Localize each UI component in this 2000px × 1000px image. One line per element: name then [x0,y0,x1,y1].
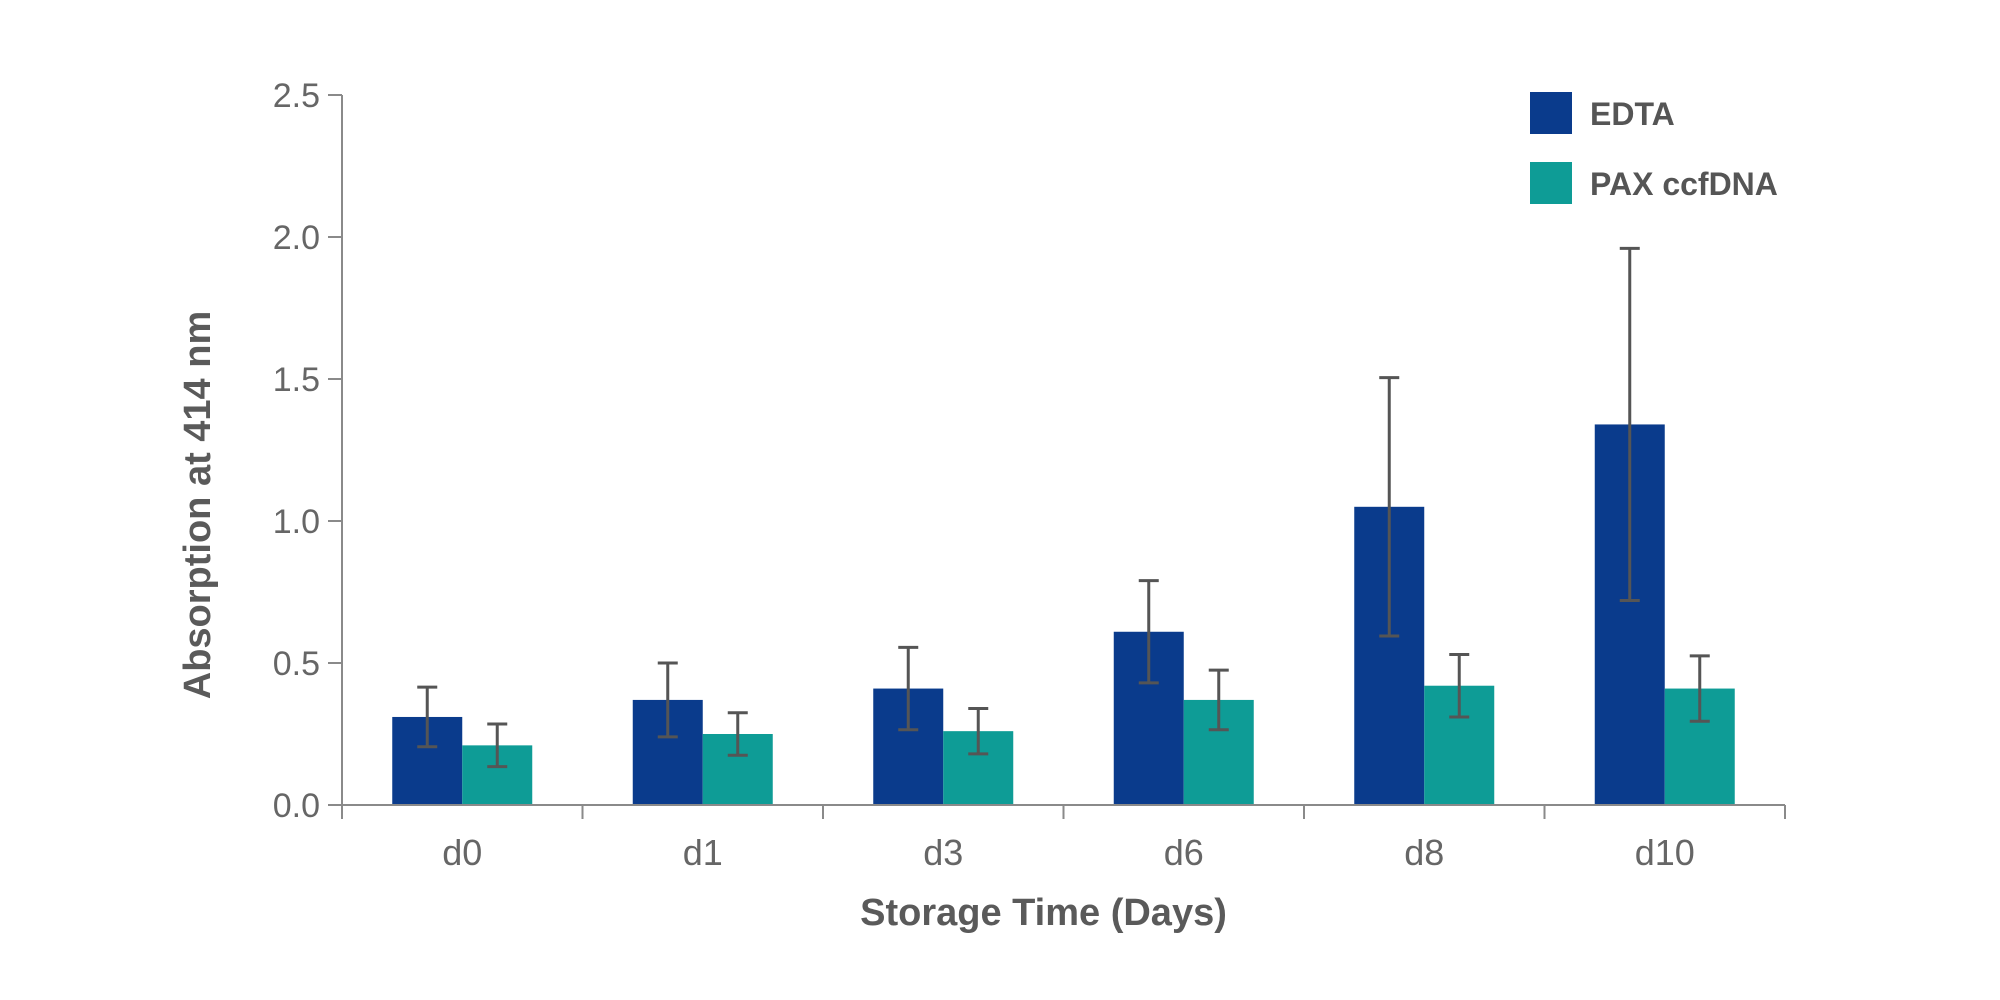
y-axis-title: Absorption at 414 nm [177,311,219,700]
legend-swatch [1530,162,1572,204]
y-tick-label: 0.0 [273,787,320,825]
error-bar [1208,668,1229,732]
error-bar [657,661,678,739]
error-bar [487,722,508,769]
x-tick-label: d8 [1404,832,1444,873]
error-bar [1138,579,1159,685]
error-bar [968,706,989,756]
error-bar [727,711,748,757]
error-bar [1379,376,1400,638]
legend-swatch [1530,92,1572,134]
error-bar [1619,246,1640,603]
y-ticks: 0.0 0.5 1.0 1.5 2.0 2.5 [273,77,342,825]
y-tick-label: 0.5 [273,645,320,683]
error-bar [898,645,919,732]
x-tick-label: d6 [1164,832,1204,873]
y-tick-label: 1.0 [273,503,320,541]
x-tick-label: d0 [442,832,482,873]
error-bar [417,685,438,749]
x-tick-label: d1 [683,832,723,873]
y-tick-label: 2.5 [273,77,320,115]
legend-label: EDTA [1590,96,1675,132]
x-ticks: d0 d1 d3 d6 d8 d10 [341,805,1786,873]
x-tick-label: d10 [1635,832,1695,873]
error-bars-layer [417,246,1710,769]
x-axis-title: Storage Time (Days) [860,892,1227,934]
x-tick-label: d3 [923,832,963,873]
y-tick-label: 2.0 [273,219,320,257]
error-bar [1689,654,1710,723]
legend-label: PAX ccfDNA [1590,166,1778,202]
legend: EDTA PAX ccfDNA [1530,92,1778,204]
y-tick-label: 1.5 [273,361,320,399]
error-bar [1449,652,1470,719]
bars-layer [392,424,1735,805]
